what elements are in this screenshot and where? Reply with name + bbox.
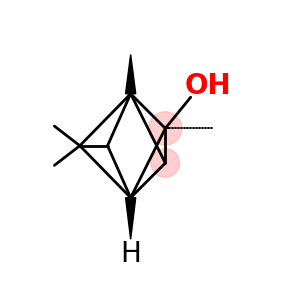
Text: OH: OH — [185, 72, 231, 100]
Circle shape — [151, 149, 180, 177]
Polygon shape — [126, 55, 136, 94]
Circle shape — [149, 112, 182, 145]
Polygon shape — [126, 198, 136, 239]
Text: H: H — [120, 240, 141, 268]
